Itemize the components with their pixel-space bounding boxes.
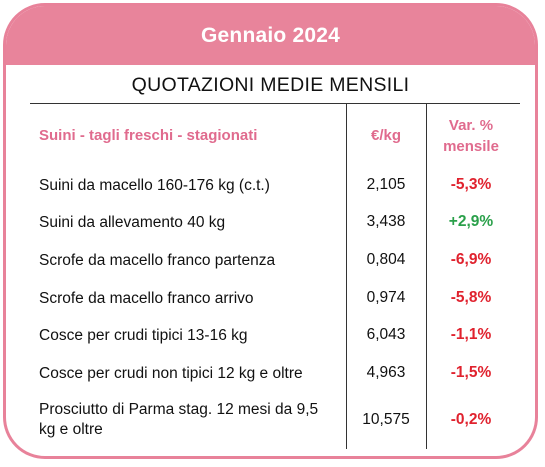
price-table-card: Gennaio 2024 QUOTAZIONI MEDIE MENSILI Su… [3,3,538,459]
row-variation: -5,3% [450,176,492,193]
row-value: 2,105 [366,176,406,193]
page-title: Gennaio 2024 [201,23,340,47]
table-subtitle: QUOTAZIONI MEDIE MENSILI [131,74,410,96]
table-top-rule [30,103,520,104]
column-header-variation-line2: mensile [443,138,499,155]
row-variation: -1,5% [450,364,492,381]
row-value: 10,575 [362,411,410,428]
row-name: Suini da macello 160-176 kg (c.t.) [39,177,270,194]
row-name: Suini da allevamento 40 kg [39,214,226,231]
column-divider-1 [346,104,347,449]
row-name: Cosce per crudi tipici 13-16 kg [39,327,248,344]
column-header-name: Suini - tagli freschi - stagionati [39,127,258,144]
row-variation: -0,2% [450,411,492,428]
row-value: 6,043 [366,326,406,343]
row-value: 4,963 [366,364,406,381]
column-divider-2 [426,104,427,449]
header-band: Gennaio 2024 [6,6,535,65]
row-name: Scrofe da macello franco arrivo [39,290,254,307]
row-name: Prosciutto di Parma stag. 12 mesi da 9,5… [39,401,319,438]
row-variation: +2,9% [448,213,494,230]
column-header-variation: Var. % mensile [426,115,516,157]
row-name: Scrofe da macello franco partenza [39,252,276,269]
row-variation: -6,9% [450,251,492,268]
row-name: Cosce per crudi non tipici 12 kg e oltre [39,365,303,382]
column-header-unit: €/kg [370,127,401,144]
row-value: 3,438 [366,213,406,230]
row-variation: -1,1% [450,326,492,343]
row-variation: -5,8% [450,289,492,306]
row-value: 0,804 [366,251,406,268]
row-value: 0,974 [366,289,406,306]
column-header-variation-line1: Var. % [448,117,494,134]
